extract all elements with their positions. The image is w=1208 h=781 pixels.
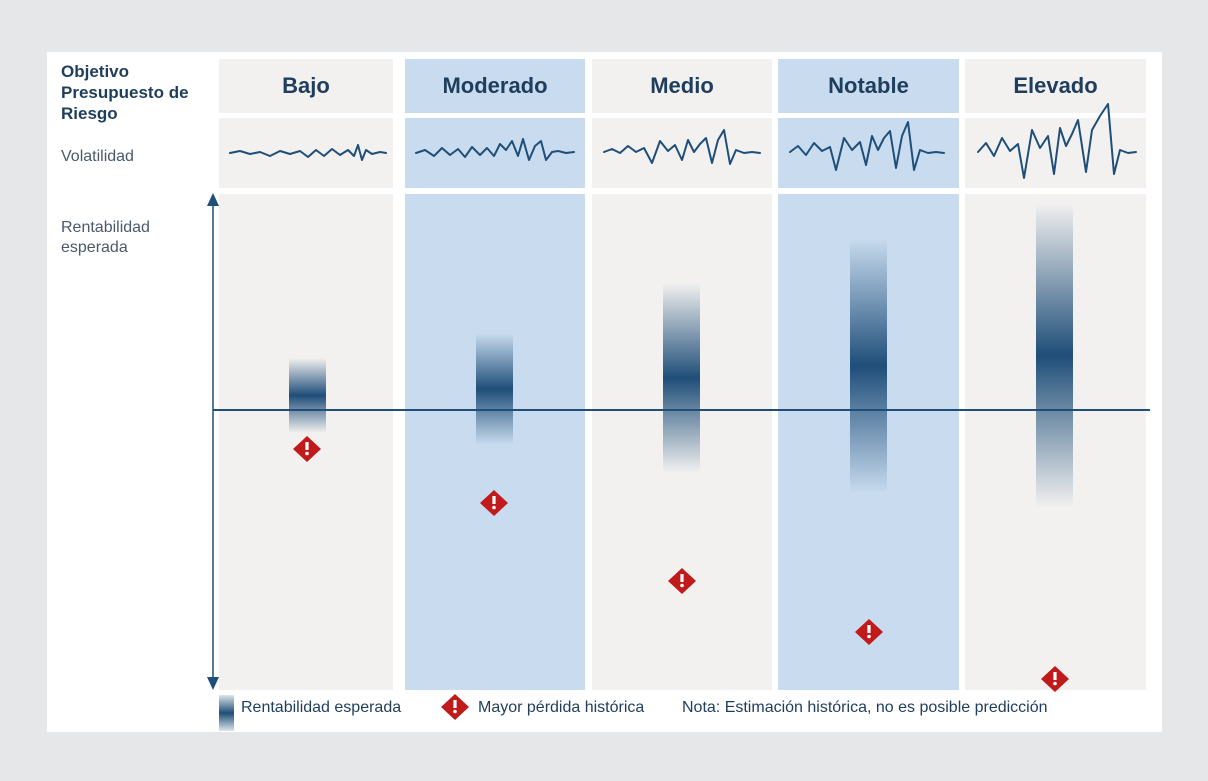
volatility-line-elevado <box>977 103 1137 179</box>
loss-marker-moderado-icon <box>480 490 508 516</box>
return-band-medio <box>663 283 700 473</box>
return-band-bajo <box>289 358 326 433</box>
axis-arrow-down <box>207 677 219 690</box>
risk-budget-title: Objetivo Presupuesto de Riesgo <box>61 62 189 123</box>
volatility-line-notable <box>789 121 945 171</box>
volatility-label: Volatilidad <box>61 148 134 165</box>
column-header-moderado: Moderado <box>442 73 548 98</box>
column-header-medio: Medio <box>650 73 714 98</box>
legend-max-loss: Mayor pérdida histórica <box>478 699 645 716</box>
loss-markers <box>293 436 1069 692</box>
loss-marker-notable-icon <box>855 619 883 645</box>
column-header-bajo: Bajo <box>282 73 330 98</box>
column-header-notable: Notable <box>828 73 909 98</box>
volatility-separator <box>215 188 1150 194</box>
header-separator <box>215 113 1150 118</box>
loss-marker-bajo-icon <box>293 436 321 462</box>
return-bands <box>289 203 1073 508</box>
column-header-elevado: Elevado <box>1013 73 1098 98</box>
expected-return-label: Rentabilidad esperada <box>61 219 150 256</box>
volatility-line-moderado <box>415 138 575 161</box>
loss-marker-elevado-icon <box>1041 666 1069 692</box>
loss-marker-medio-icon <box>668 568 696 594</box>
return-band-notable <box>850 238 887 494</box>
volatility-line-bajo <box>229 144 387 161</box>
volatility-lines <box>229 103 1137 179</box>
legend-expected-return: Rentabilidad esperada <box>241 699 402 716</box>
axis-arrow-up <box>207 193 219 206</box>
legend-loss-icon <box>441 694 469 720</box>
return-band-moderado <box>476 333 513 445</box>
legend-return-swatch-icon <box>219 695 234 731</box>
return-axis <box>207 193 219 690</box>
volatility-line-medio <box>603 129 761 165</box>
legend-note: Nota: Estimación histórica, no es posibl… <box>682 699 1048 716</box>
return-band-elevado <box>1036 203 1073 508</box>
